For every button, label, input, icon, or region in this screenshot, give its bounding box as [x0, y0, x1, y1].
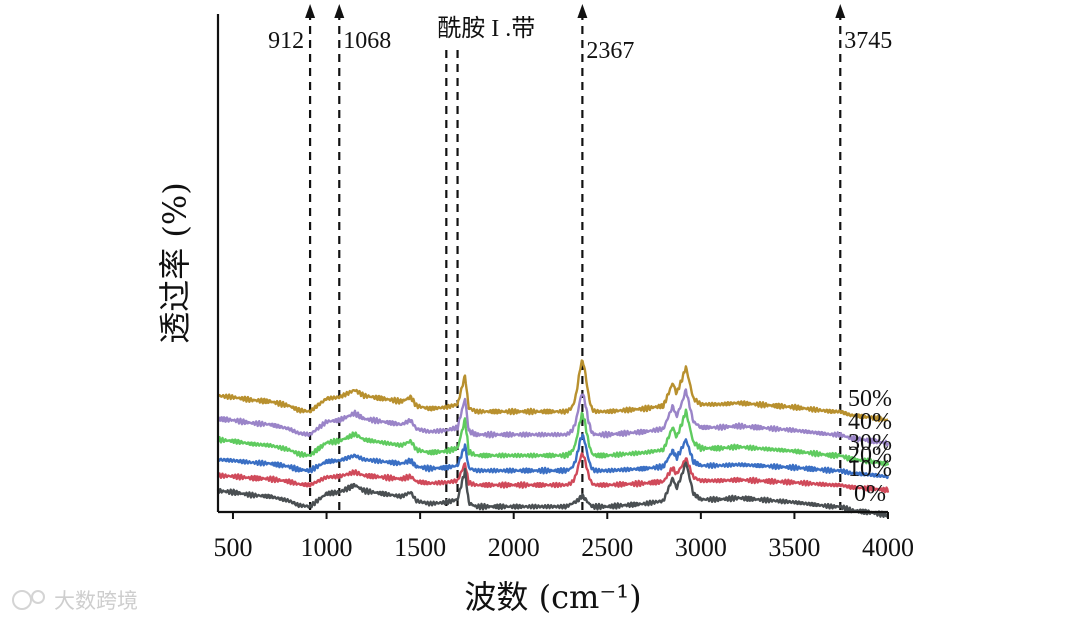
- x-tick-label: 1000: [301, 533, 353, 562]
- x-tick-label: 2500: [581, 533, 633, 562]
- series-line-30pct: [216, 408, 890, 467]
- annotation-label-1640: 酰胺 I .带: [437, 15, 535, 42]
- watermark-text: 大数跨境: [54, 589, 138, 613]
- y-axis-title: 透过率 (%): [156, 182, 194, 344]
- arrow-up-icon: [577, 4, 588, 18]
- annotation-label-2367: 2367: [586, 38, 634, 64]
- series-label-30pct: 30%: [848, 430, 892, 456]
- arrow-up-icon: [334, 4, 345, 18]
- series-line-50pct: [216, 359, 889, 423]
- series-line-0pct: [216, 461, 889, 518]
- x-ticks: 500 1000 1500 2000 2500 3000 3500 4000: [213, 512, 914, 562]
- series-line-40pct: [217, 388, 890, 447]
- annotation-label-1068: 1068: [343, 28, 391, 54]
- series-labels: 50%40%30%20%10%0%: [848, 386, 892, 507]
- series-line-10pct: [216, 452, 890, 494]
- series-label-20pct: 20%: [848, 443, 892, 469]
- x-tick-label: 500: [213, 533, 252, 562]
- watermark: 大数跨境: [12, 589, 138, 613]
- x-tick-label: 4000: [862, 533, 914, 562]
- x-tick-label: 2000: [488, 533, 540, 562]
- series-label-40pct: 40%: [848, 409, 892, 435]
- annotation-label-3745: 3745: [844, 28, 892, 54]
- arrow-up-icon: [305, 4, 316, 18]
- annotation-label-912: 912: [268, 28, 304, 54]
- series-line-20pct: [216, 433, 890, 480]
- x-tick-label: 3000: [675, 533, 727, 562]
- series-label-50pct: 50%: [848, 386, 892, 412]
- arrow-up-icon: [835, 4, 846, 18]
- series-label-0pct: 0%: [854, 481, 886, 507]
- annotation-guides: 912 1068 酰胺 I .带 2367 3745: [268, 4, 892, 512]
- axes: [216, 14, 888, 514]
- series-lines: [216, 359, 890, 518]
- x-axis-title: 波数 (cm⁻¹): [464, 578, 641, 616]
- x-tick-label: 1500: [394, 533, 446, 562]
- series-label-10pct: 10%: [848, 456, 892, 482]
- x-tick-label: 3500: [768, 533, 820, 562]
- watermark-logo-icon: [12, 590, 45, 610]
